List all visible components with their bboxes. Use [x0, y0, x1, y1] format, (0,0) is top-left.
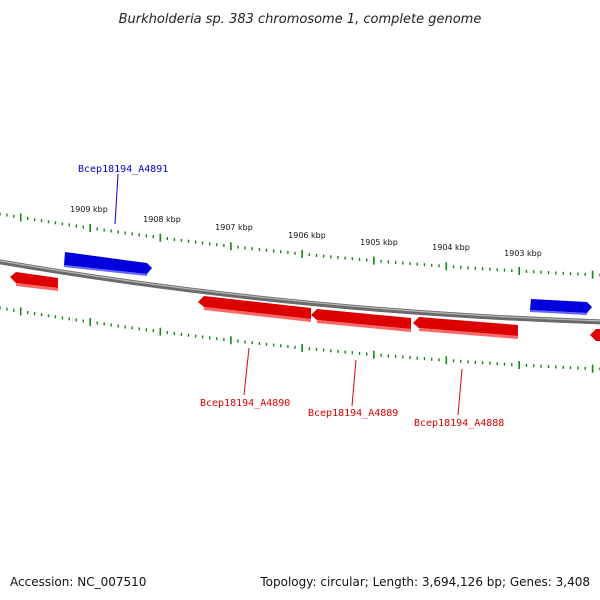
gene-bcep18194-a4891[interactable]	[64, 252, 152, 276]
gene-partial-forward-right[interactable]	[530, 299, 592, 315]
map-title: Burkholderia sp. 383 chromosome 1, compl…	[119, 12, 482, 27]
kbp-label-1905: 1905 kbp	[360, 238, 398, 247]
gene-label-a4889[interactable]: Bcep18194_A4889	[308, 408, 398, 419]
accession-text: Accession: NC_007510	[10, 575, 146, 589]
kbp-label-1908: 1908 kbp	[143, 215, 181, 224]
gene-label-a4888[interactable]: Bcep18194_A4888	[414, 418, 504, 429]
gene-bcep18194-a4890[interactable]	[198, 296, 311, 322]
gene-bcep18194-a4888[interactable]	[413, 317, 518, 339]
gene-label-a4890[interactable]: Bcep18194_A4890	[200, 398, 290, 409]
kbp-label-1904: 1904 kbp	[432, 243, 470, 252]
kbp-label-1907: 1907 kbp	[215, 223, 253, 232]
leader-line-a4889	[351, 359, 357, 407]
kbp-ticks-outer	[0, 212, 600, 279]
leader-line-a4890	[243, 347, 250, 396]
chromosome-backbone	[0, 259, 600, 325]
gene-partial-reverse-left[interactable]	[10, 272, 58, 291]
leader-line-a4888	[457, 368, 463, 416]
kbp-label-1906: 1906 kbp	[288, 231, 326, 240]
gene-label-a4891[interactable]: Bcep18194_A4891	[78, 164, 168, 175]
kbp-label-1909: 1909 kbp	[70, 205, 108, 214]
gene-bcep18194-a4889[interactable]	[311, 309, 411, 332]
leader-line-a4891	[114, 173, 119, 225]
kbp-ticks-inner	[0, 306, 600, 373]
genome-summary-text: Topology: circular; Length: 3,694,126 bp…	[259, 575, 590, 589]
gene-partial-reverse-right[interactable]	[590, 329, 600, 341]
kbp-label-1903: 1903 kbp	[504, 249, 542, 258]
